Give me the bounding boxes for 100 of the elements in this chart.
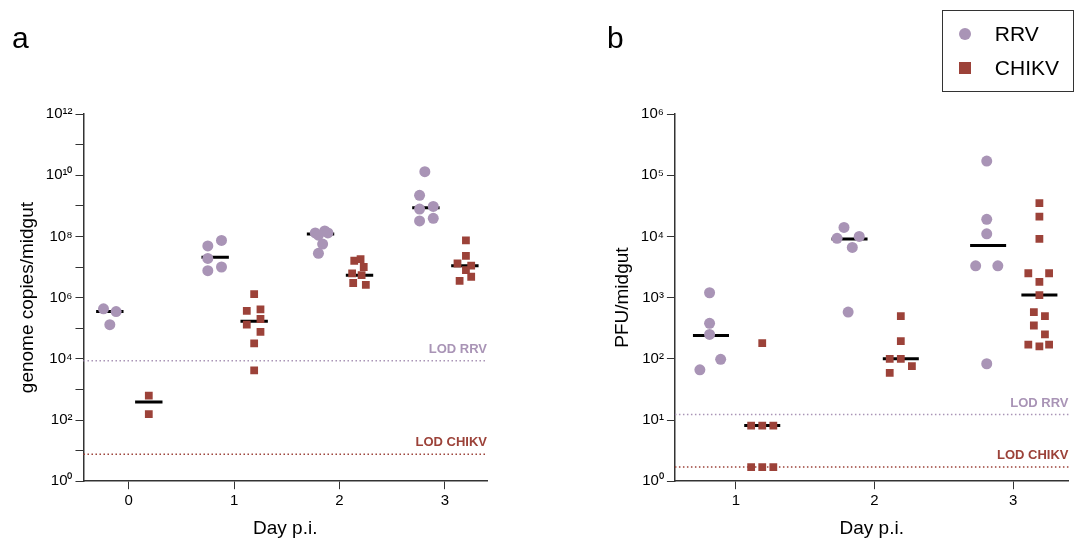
point xyxy=(359,263,368,271)
point xyxy=(414,203,426,215)
point xyxy=(242,320,251,329)
y-tick-label: 10¹⁰ xyxy=(45,165,73,183)
point xyxy=(1041,330,1049,339)
point xyxy=(896,354,905,363)
point xyxy=(202,240,214,252)
point xyxy=(317,238,329,250)
point xyxy=(853,230,865,242)
ref-line-label: LOD RRV xyxy=(428,340,488,356)
point xyxy=(361,281,370,289)
point xyxy=(842,306,854,318)
point xyxy=(981,358,993,370)
point xyxy=(981,228,993,240)
point xyxy=(885,368,894,377)
point xyxy=(467,272,476,281)
y-tick-label: 10¹ xyxy=(642,410,664,428)
point xyxy=(758,339,767,348)
legend-label: RRV xyxy=(994,22,1039,46)
point xyxy=(462,236,470,245)
x-tick-label: 2 xyxy=(335,491,344,509)
point xyxy=(908,362,916,370)
point xyxy=(250,366,259,375)
x-axis-title: Day p.i. xyxy=(253,516,318,538)
y-tick-label: 10⁶ xyxy=(49,287,73,305)
y-tick-label: 10⁶ xyxy=(641,104,664,122)
point xyxy=(758,463,767,471)
point xyxy=(349,279,358,287)
point xyxy=(1045,340,1053,349)
y-tick-label: 10² xyxy=(50,410,73,428)
point xyxy=(992,260,1004,272)
point xyxy=(1035,212,1044,221)
y-tick-label: 10⁰ xyxy=(50,471,73,489)
point xyxy=(216,234,227,246)
point xyxy=(414,215,426,227)
y-tick-label: 10⁵ xyxy=(641,165,664,183)
point xyxy=(1035,235,1044,243)
chart-title: b xyxy=(607,21,624,55)
point xyxy=(348,269,357,278)
point xyxy=(312,247,324,259)
point xyxy=(896,312,905,320)
point xyxy=(1024,340,1033,349)
point xyxy=(1035,199,1044,207)
point xyxy=(769,421,778,430)
point xyxy=(747,421,756,430)
point xyxy=(250,339,259,348)
point xyxy=(1035,291,1044,299)
point xyxy=(350,256,359,265)
y-tick-label: 10⁰ xyxy=(642,471,664,489)
y-tick-label: 10² xyxy=(642,348,664,366)
point xyxy=(462,252,470,260)
x-tick-label: 1 xyxy=(731,491,741,509)
point xyxy=(250,290,259,298)
point xyxy=(1041,312,1049,320)
point xyxy=(885,354,894,363)
point xyxy=(981,213,993,225)
point xyxy=(896,337,905,345)
x-tick-label: 1 xyxy=(229,491,239,509)
point xyxy=(981,155,993,167)
point xyxy=(838,221,850,233)
point xyxy=(1029,308,1038,316)
point xyxy=(104,319,116,331)
point xyxy=(98,303,109,315)
x-tick-label: 3 xyxy=(440,491,450,509)
y-tick-label: 10⁴ xyxy=(640,226,664,244)
x-tick-label: 0 xyxy=(124,491,133,509)
point xyxy=(831,232,843,244)
point xyxy=(758,421,767,430)
point xyxy=(769,463,778,471)
point xyxy=(242,306,251,315)
point xyxy=(462,266,470,275)
point xyxy=(144,391,153,400)
point xyxy=(414,189,426,201)
point xyxy=(1024,269,1033,278)
point xyxy=(144,410,153,419)
point xyxy=(202,252,214,264)
chart-title: a xyxy=(12,21,29,55)
point xyxy=(419,166,431,178)
point xyxy=(110,306,122,318)
y-axis-title: PFU/midgut xyxy=(610,246,632,348)
point xyxy=(202,265,214,277)
point xyxy=(357,271,366,280)
point xyxy=(846,241,858,253)
point xyxy=(704,317,716,329)
point xyxy=(356,255,365,264)
y-tick-label: 10³ xyxy=(642,287,664,305)
ref-line-label: LOD CHIKV xyxy=(997,447,1069,463)
ref-line-label: LOD CHIKV xyxy=(415,434,488,450)
x-axis-title: Day p.i. xyxy=(839,516,904,538)
y-tick-label: 10⁸ xyxy=(49,226,73,244)
ref-line-label: LOD RRV xyxy=(1010,394,1069,410)
y-tick-label: 10¹² xyxy=(45,104,73,122)
point xyxy=(455,277,464,285)
point xyxy=(1035,342,1044,351)
y-axis-title: genome copies/midgut xyxy=(15,201,37,394)
point xyxy=(427,212,439,224)
point xyxy=(1035,278,1044,286)
point xyxy=(747,463,756,471)
point xyxy=(1045,269,1053,278)
point xyxy=(256,315,265,323)
